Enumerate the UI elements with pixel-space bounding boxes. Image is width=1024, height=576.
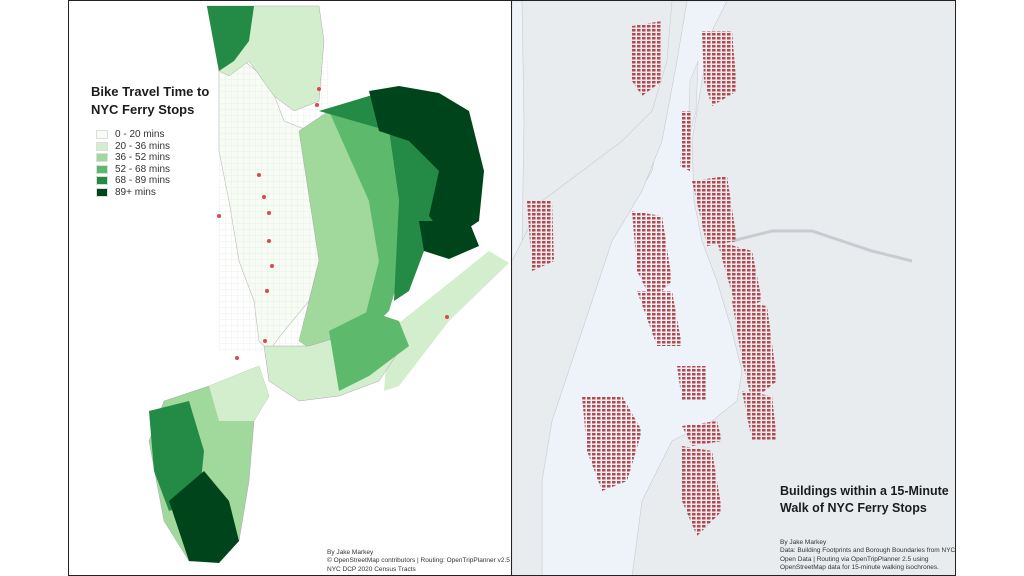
building-cluster bbox=[717, 241, 762, 311]
credit-line: NYC DCP 2020 Census Tracts bbox=[327, 565, 416, 573]
western-land bbox=[512, 1, 688, 575]
ferry-stop bbox=[235, 356, 239, 360]
building-cluster bbox=[692, 176, 737, 246]
brooklyn-east-area bbox=[329, 311, 409, 391]
legend-item: 0 - 20 mins bbox=[96, 129, 170, 140]
walk-buildings-map bbox=[512, 1, 913, 575]
building-cluster bbox=[682, 421, 722, 446]
building-cluster bbox=[702, 31, 737, 106]
legend-label: 68 - 89 mins bbox=[115, 175, 171, 186]
building-clusters bbox=[527, 21, 777, 536]
ferry-stops bbox=[217, 87, 449, 360]
staten-island-south bbox=[169, 471, 239, 563]
legend-label: 36 - 52 mins bbox=[115, 152, 171, 163]
legend-label: 20 - 36 mins bbox=[115, 140, 171, 152]
legend-label: 0 - 20 mins bbox=[115, 129, 165, 140]
ferry-stop bbox=[317, 87, 321, 91]
legend-swatch bbox=[96, 176, 108, 185]
legend-label: 89+ mins bbox=[115, 186, 156, 198]
building-cluster bbox=[632, 211, 672, 301]
legend-item: 36 - 52 mins bbox=[96, 152, 170, 163]
building-cluster bbox=[632, 21, 662, 96]
building-cluster bbox=[732, 301, 777, 401]
legend-swatch bbox=[96, 164, 108, 174]
queens-far-east-area bbox=[369, 86, 484, 241]
ferry-stop bbox=[217, 214, 221, 218]
queens-far-east-area-2 bbox=[419, 221, 479, 259]
bike-travel-choropleth bbox=[148, 5, 509, 563]
bridge bbox=[731, 229, 913, 263]
map-credits: By Jake Markey Data: Building Footprints… bbox=[780, 539, 956, 573]
queens-mid-area bbox=[329, 96, 404, 341]
legend-swatch bbox=[96, 153, 108, 162]
credit-line: By Jake Markey bbox=[780, 539, 827, 546]
legend-item: 20 - 36 mins bbox=[96, 141, 170, 152]
ferry-stop bbox=[270, 264, 274, 268]
rockaway-area bbox=[384, 251, 509, 391]
ferry-stop bbox=[267, 239, 271, 243]
hudson-river bbox=[512, 1, 525, 302]
legend-swatch bbox=[96, 141, 108, 151]
bronx-dark-area bbox=[207, 6, 254, 71]
legend-label: 52 - 68 mins bbox=[115, 163, 171, 175]
bike-travel-map-panel: Bike Travel Time to NYC Ferry Stops 0 - … bbox=[68, 0, 512, 576]
ferry-stop bbox=[263, 339, 267, 343]
legend-item: 68 - 89 mins bbox=[96, 175, 170, 186]
legend-swatch bbox=[96, 130, 108, 139]
credit-line: By Jake Markey bbox=[327, 549, 374, 556]
map-title: Buildings within a 15-Minute Walk of NYC… bbox=[780, 484, 949, 515]
staten-island-north bbox=[209, 366, 269, 421]
ferry-stop bbox=[315, 103, 319, 107]
ferry-stop bbox=[267, 211, 271, 215]
legend-item: 52 - 68 mins bbox=[96, 164, 170, 175]
ferry-stop bbox=[265, 289, 269, 293]
ferry-stop bbox=[445, 315, 449, 319]
ferry-stop bbox=[262, 195, 266, 199]
legend: 0 - 20 mins 20 - 36 mins 36 - 52 mins 52… bbox=[96, 129, 170, 198]
map-title: Bike Travel Time to NYC Ferry Stops bbox=[91, 84, 210, 117]
building-cluster bbox=[742, 391, 777, 441]
building-cluster bbox=[677, 366, 707, 401]
ferry-stop bbox=[257, 173, 261, 177]
building-cluster bbox=[682, 446, 722, 536]
building-cluster bbox=[527, 201, 554, 271]
legend-item: 89+ mins bbox=[96, 187, 170, 198]
credit-line: © OpenStreetMap contributors | Routing: … bbox=[327, 557, 510, 565]
building-cluster bbox=[582, 396, 642, 491]
building-cluster bbox=[680, 111, 692, 171]
map-credits: By Jake Markey © OpenStreetMap contribut… bbox=[327, 549, 510, 574]
legend-swatch bbox=[96, 187, 108, 197]
building-cluster bbox=[637, 291, 682, 346]
walk-buildings-map-panel: Buildings within a 15-Minute Walk of NYC… bbox=[511, 0, 956, 576]
credit-line: Data: Building Footprints and Borough Bo… bbox=[780, 547, 956, 572]
